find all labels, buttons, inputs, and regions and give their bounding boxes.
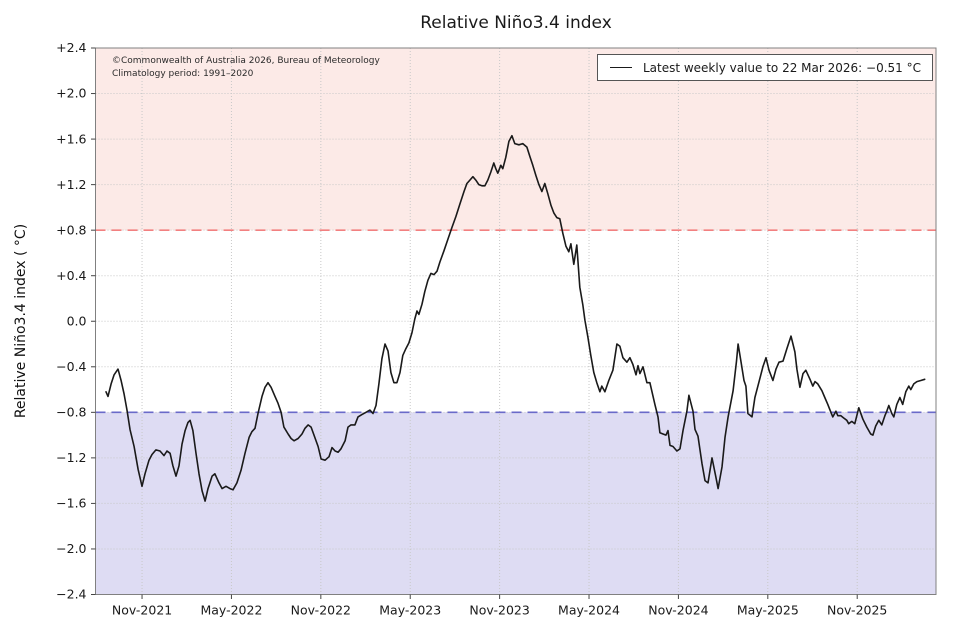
x-tick-label: Nov-2023: [469, 603, 529, 618]
x-tick-label: Nov-2025: [827, 603, 887, 618]
legend-line-swatch: [609, 67, 632, 68]
copyright-line-2: Climatology period: 1991–2020: [112, 69, 254, 79]
y-tick-label: −1.6: [56, 496, 86, 511]
x-tick-label: May-2023: [379, 603, 441, 618]
legend: Latest weekly value to 22 Mar 2026: −0.5…: [596, 54, 933, 81]
nino34-index-line: [105, 134, 926, 502]
y-tick-label: +1.6: [56, 131, 86, 146]
y-tick-label: +1.2: [56, 177, 86, 192]
x-tick-label: May-2025: [737, 603, 799, 618]
y-tick-label: +0.4: [56, 268, 86, 283]
x-tick-label: Nov-2021: [112, 603, 172, 618]
y-tick-label: +2.4: [56, 40, 86, 55]
y-tick-label: −0.8: [56, 405, 86, 420]
y-tick-label: 0.0: [67, 313, 87, 328]
y-tick-label: +2.0: [56, 86, 86, 101]
x-tick-label: May-2022: [200, 603, 262, 618]
y-tick-label: −2.4: [56, 587, 86, 602]
y-tick-label: −2.0: [56, 541, 86, 556]
copyright-line-1: ©Commonwealth of Australia 2026, Bureau …: [112, 56, 380, 66]
copyright-note: ©Commonwealth of Australia 2026, Bureau …: [112, 55, 380, 81]
legend-label: Latest weekly value to 22 Mar 2026: −0.5…: [642, 60, 921, 75]
x-tick-label: May-2024: [558, 603, 620, 618]
y-tick-label: +0.8: [56, 222, 86, 237]
x-tick-label: Nov-2024: [648, 603, 708, 618]
x-tick-label: Nov-2022: [291, 603, 351, 618]
chart-title: Relative Niño3.4 index: [420, 13, 612, 33]
y-tick-label: −1.2: [56, 450, 86, 465]
y-axis-title: Relative Niño3.4 index ( °C): [13, 223, 29, 419]
y-tick-label: −0.4: [56, 359, 86, 374]
